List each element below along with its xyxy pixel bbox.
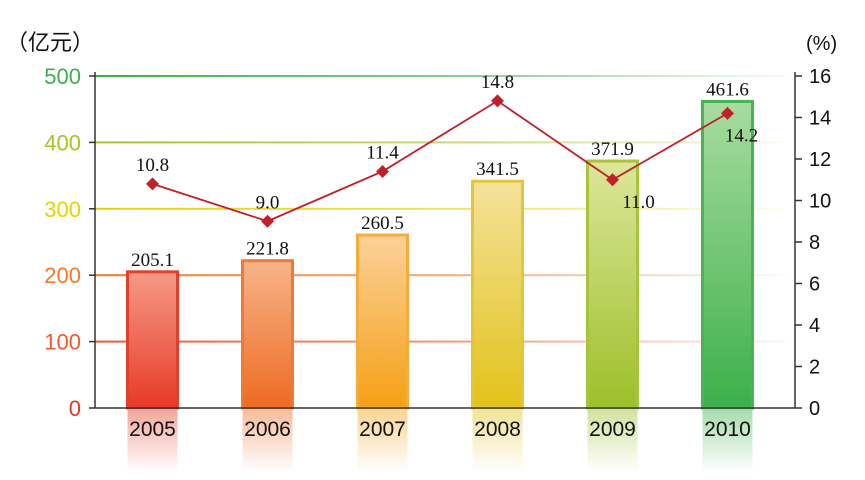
bar-reflection (472, 410, 523, 472)
bar-reflection (127, 410, 178, 472)
bar-value-label: 461.6 (706, 79, 749, 100)
growth-marker (606, 173, 619, 187)
bar-value-label: 260.5 (361, 213, 404, 234)
bar-reflection (587, 410, 638, 472)
growth-value-label: 9.0 (256, 192, 280, 213)
growth-value-label: 14.8 (481, 72, 514, 93)
bar (701, 99, 754, 410)
label-layer: 205.1 221.8 260.5 341.5 371.9 461.6 10.8 9.0 11.… (131, 72, 758, 271)
right-tick-label: 2 (809, 357, 820, 379)
line-layer (146, 94, 734, 228)
gridline (95, 141, 785, 144)
gridline (95, 207, 785, 210)
growth-value-label: 14.2 (725, 125, 758, 146)
growth-value-label: 11.4 (366, 142, 399, 163)
right-tick-label: 4 (809, 315, 820, 337)
left-tick-label: 200 (44, 263, 81, 288)
growth-value-label: 11.0 (622, 192, 655, 213)
bar (586, 159, 639, 410)
left-tick-label: 0 (69, 396, 81, 421)
bar-reflection (242, 410, 293, 472)
bar (356, 233, 409, 410)
right-tick-label: 16 (809, 66, 831, 88)
right-tick-label: 8 (809, 232, 820, 254)
right-tick-label: 6 (809, 274, 820, 296)
left-tick-label: 300 (44, 197, 81, 222)
growth-marker (146, 177, 159, 191)
growth-marker (376, 164, 389, 178)
left-tick-label: 400 (44, 130, 81, 155)
left-tick-label: 100 (44, 330, 81, 355)
right-axis-unit: (%) (806, 33, 837, 55)
bar-reflection (702, 410, 753, 472)
bar-value-label: 371.9 (591, 139, 634, 160)
grid-layer (95, 75, 785, 343)
bar (126, 270, 179, 410)
left-tick-label: 500 (44, 64, 81, 89)
x-tick-label: 2009 (589, 418, 636, 441)
bar (241, 259, 294, 410)
bar (471, 179, 524, 410)
bar-value-label: 205.1 (131, 250, 174, 271)
axes-layer: 0 100 200 300 400 500 0 2 4 6 8 10 12 14 16 2005 2006 200… (44, 64, 831, 441)
gridline (95, 75, 785, 77)
growth-line (152, 99, 728, 223)
x-tick-label: 2010 (704, 418, 751, 441)
x-tick-label: 2007 (359, 418, 406, 441)
bar-value-label: 341.5 (476, 159, 519, 180)
x-tick-label: 2005 (129, 418, 176, 441)
growth-marker (261, 214, 274, 228)
bar-value-label: 221.8 (246, 239, 289, 260)
growth-marker (721, 106, 734, 120)
bar-layer (126, 99, 754, 472)
bar-reflection (357, 410, 408, 472)
x-tick-label: 2006 (244, 418, 291, 441)
left-axis-unit: （亿元） (6, 30, 94, 55)
right-tick-label: 0 (809, 398, 820, 420)
gridline (95, 274, 785, 277)
growth-marker (491, 94, 504, 108)
x-tick-label: 2008 (474, 418, 521, 441)
right-tick-label: 12 (809, 149, 831, 171)
gridline (95, 340, 785, 343)
right-tick-label: 14 (809, 108, 831, 130)
growth-value-label: 10.8 (136, 155, 169, 176)
right-tick-label: 10 (809, 191, 831, 213)
